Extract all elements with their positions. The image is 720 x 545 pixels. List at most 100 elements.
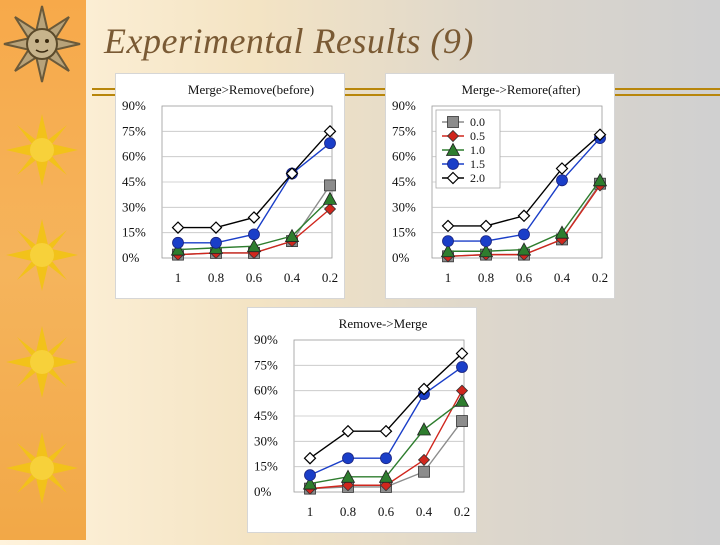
- data-point: [340, 469, 356, 483]
- y-tick-label: 90%: [392, 98, 416, 113]
- data-point: [248, 228, 260, 241]
- series-2.0: [171, 124, 337, 234]
- sun-icon: [6, 326, 78, 398]
- data-point: [418, 465, 430, 478]
- y-tick-label: 45%: [392, 174, 416, 189]
- data-point: [442, 235, 454, 248]
- data-point: [171, 221, 185, 234]
- sun-decorations: [3, 5, 81, 504]
- legend-entry: 0.5: [442, 129, 485, 143]
- legend-marker: [446, 129, 460, 143]
- series-line: [309, 352, 463, 459]
- sun-icon: [6, 219, 78, 291]
- series-1.0: [302, 393, 470, 490]
- legend-box: [435, 109, 501, 189]
- chart-title: Merge->Remore(after): [462, 82, 581, 97]
- data-point: [324, 179, 336, 192]
- chart-merge-remove-before: Merge>Remove(before) 0% 15% 30% 45% 60% 75% 90%…: [122, 82, 338, 285]
- data-point: [517, 209, 531, 223]
- data-point: [341, 424, 355, 438]
- x-tick-label: 1: [307, 504, 314, 519]
- y-tick-label: 30%: [392, 199, 416, 214]
- legend-label: 2.0: [470, 171, 485, 185]
- legend-entry: 1.0: [442, 142, 485, 157]
- data-point: [593, 128, 607, 142]
- chart-remove-merge: Remove->Merge 0% 15% 30% 45% 60% 75% 90% 1 0.8 0.6…: [254, 316, 470, 519]
- y-tick-label: 60%: [392, 149, 416, 164]
- y-tick-label: 15%: [392, 225, 416, 240]
- y-tick-label: 45%: [254, 408, 278, 423]
- data-point: [480, 235, 492, 248]
- y-tick-label: 0%: [392, 250, 410, 265]
- x-tick-label: 0.4: [284, 270, 301, 285]
- data-point: [516, 242, 532, 256]
- data-point: [380, 452, 392, 465]
- data-point: [322, 191, 338, 205]
- x-tick-label: 0.2: [592, 270, 608, 285]
- data-point: [209, 221, 223, 234]
- legend-label: 0.5: [470, 129, 485, 143]
- legend-label: 0.0: [470, 115, 485, 129]
- data-point: [456, 361, 468, 373]
- x-tick-label: 0.6: [378, 504, 395, 519]
- data-point: [454, 393, 470, 407]
- y-tick-label: 30%: [254, 433, 278, 448]
- sun-icon: [6, 114, 78, 186]
- data-point: [440, 243, 456, 258]
- series-1.5: [442, 132, 606, 248]
- legend-label: 1.0: [470, 143, 485, 157]
- y-tick-label: 75%: [392, 123, 416, 138]
- data-point: [456, 415, 468, 427]
- slide-title: Experimental Results (9): [104, 21, 474, 61]
- legend-entry: 2.0: [442, 171, 485, 185]
- chart-merge-remove-after: Merge->Remore(after) 0% 15% 30% 45% 60% 75% 90%…: [392, 82, 608, 285]
- legend-entry: 1.5: [442, 157, 485, 171]
- legend-marker: [447, 116, 459, 128]
- x-tick-label: 1: [445, 270, 452, 285]
- y-tick-label: 0%: [254, 484, 272, 499]
- y-tick-label: 90%: [254, 332, 278, 347]
- data-point: [417, 453, 431, 466]
- data-point: [323, 124, 337, 138]
- series-2.0: [303, 347, 469, 465]
- series-1.0: [440, 172, 608, 258]
- chart-title: Remove->Merge: [339, 316, 428, 331]
- y-tick-label: 75%: [254, 357, 278, 372]
- legend-marker: [445, 142, 461, 156]
- data-point: [441, 219, 455, 233]
- data-point: [416, 422, 432, 436]
- data-point: [210, 236, 222, 249]
- series-1.5: [304, 361, 468, 482]
- y-tick-label: 60%: [254, 383, 278, 398]
- legend-marker: [446, 171, 460, 185]
- data-point: [455, 347, 469, 360]
- x-tick-label: 1: [175, 270, 182, 285]
- data-point: [170, 242, 186, 256]
- data-point: [342, 452, 354, 465]
- data-point: [246, 238, 262, 253]
- data-point: [479, 219, 493, 233]
- chart-title: Merge>Remove(before): [188, 82, 314, 97]
- legend-label: 1.5: [470, 157, 485, 171]
- x-tick-label: 0.2: [454, 504, 470, 519]
- y-tick-label: 45%: [122, 174, 146, 189]
- data-point: [304, 469, 316, 482]
- sidebar-decoration: [0, 0, 86, 540]
- x-tick-label: 0.4: [554, 270, 571, 285]
- data-point: [302, 476, 318, 490]
- data-point: [303, 451, 317, 465]
- x-tick-label: 0.6: [516, 270, 533, 285]
- legend-marker: [447, 158, 459, 170]
- x-tick-label: 0.6: [246, 270, 263, 285]
- chart-panel-remove-merge: Remove->Merge 0% 15% 30% 45% 60% 75% 90% 1 0.8 0.6…: [248, 308, 476, 532]
- x-tick-label: 0.4: [416, 504, 433, 519]
- y-tick-label: 75%: [122, 123, 146, 138]
- sun-icon: [6, 432, 78, 504]
- series-2.0: [441, 128, 607, 233]
- chart-panel-merge-remove-before: Merge>Remove(before) 0% 15% 30% 45% 60% 75% 90%…: [116, 74, 344, 298]
- x-tick-label: 0.2: [322, 270, 338, 285]
- y-tick-label: 0%: [122, 250, 140, 265]
- legend-entry: 0.0: [442, 115, 485, 129]
- x-tick-label: 0.8: [478, 270, 494, 285]
- data-point: [478, 243, 494, 258]
